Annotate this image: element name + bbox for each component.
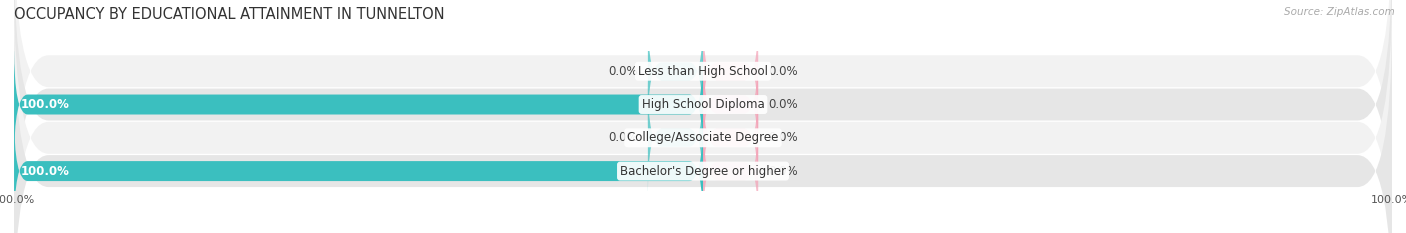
- FancyBboxPatch shape: [14, 114, 703, 228]
- FancyBboxPatch shape: [14, 48, 703, 161]
- Text: 100.0%: 100.0%: [21, 98, 70, 111]
- FancyBboxPatch shape: [648, 14, 703, 129]
- Text: 0.0%: 0.0%: [769, 65, 799, 78]
- FancyBboxPatch shape: [703, 113, 758, 229]
- Text: 0.0%: 0.0%: [769, 98, 799, 111]
- FancyBboxPatch shape: [14, 0, 1392, 233]
- Text: College/Associate Degree: College/Associate Degree: [627, 131, 779, 144]
- Text: 0.0%: 0.0%: [607, 131, 637, 144]
- FancyBboxPatch shape: [703, 14, 758, 129]
- Text: 0.0%: 0.0%: [769, 164, 799, 178]
- Text: Less than High School: Less than High School: [638, 65, 768, 78]
- FancyBboxPatch shape: [14, 21, 1392, 233]
- Text: 0.0%: 0.0%: [607, 65, 637, 78]
- Text: 100.0%: 100.0%: [21, 164, 70, 178]
- Text: OCCUPANCY BY EDUCATIONAL ATTAINMENT IN TUNNELTON: OCCUPANCY BY EDUCATIONAL ATTAINMENT IN T…: [14, 7, 444, 22]
- Text: High School Diploma: High School Diploma: [641, 98, 765, 111]
- Text: 0.0%: 0.0%: [769, 131, 799, 144]
- FancyBboxPatch shape: [14, 0, 1392, 233]
- Text: Source: ZipAtlas.com: Source: ZipAtlas.com: [1284, 7, 1395, 17]
- FancyBboxPatch shape: [14, 0, 1392, 222]
- FancyBboxPatch shape: [703, 80, 758, 195]
- Text: Bachelor's Degree or higher: Bachelor's Degree or higher: [620, 164, 786, 178]
- FancyBboxPatch shape: [703, 47, 758, 162]
- FancyBboxPatch shape: [648, 80, 703, 195]
